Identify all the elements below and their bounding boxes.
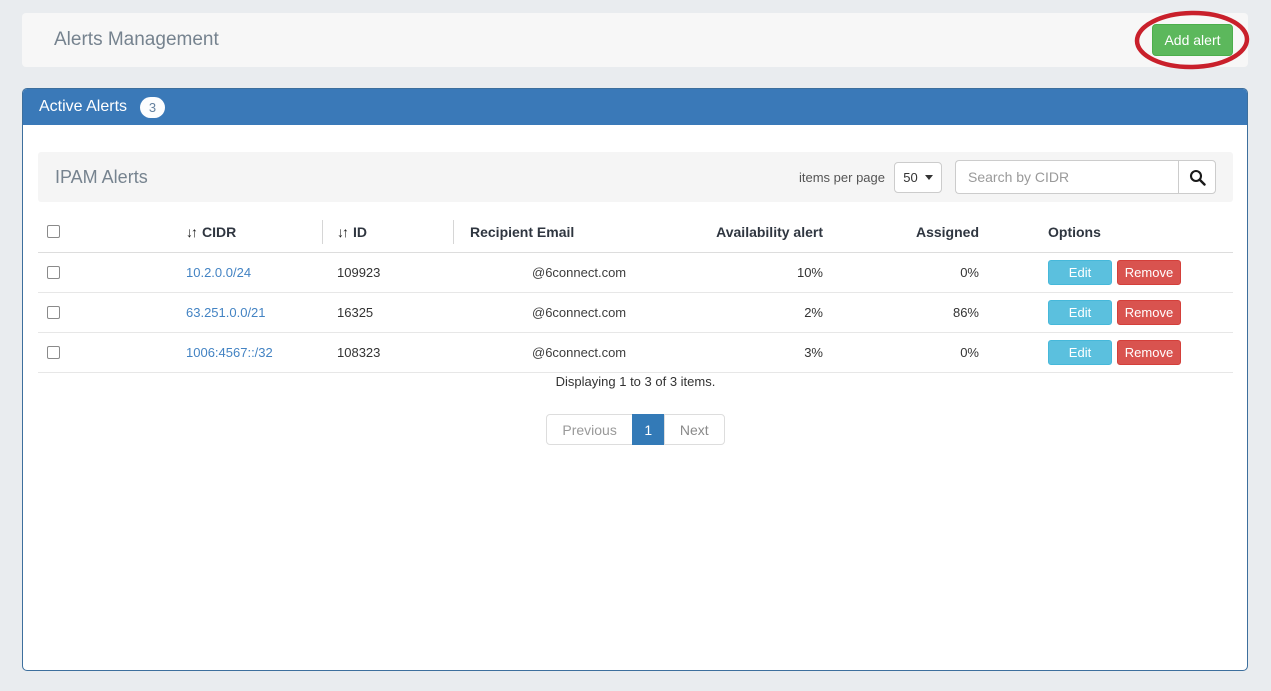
id-cell: 109923 — [337, 265, 381, 280]
email-cell: @6connect.com — [453, 265, 698, 281]
table-controls: items per page 50 — [799, 160, 1216, 194]
table-row: 10.2.0.0/24 109923 @6connect.com 10% 0% … — [38, 253, 1233, 293]
items-per-page-label: items per page — [799, 169, 885, 185]
cidr-link[interactable]: 1006:4567::/32 — [186, 345, 273, 360]
active-alerts-header: Active Alerts 3 — [23, 89, 1247, 125]
cidr-link[interactable]: 10.2.0.0/24 — [186, 265, 252, 280]
column-header-email: Recipient Email — [453, 219, 698, 244]
add-alert-button[interactable]: Add alert — [1152, 24, 1233, 56]
cidr-link[interactable]: 63.251.0.0/21 — [186, 305, 266, 320]
search-input[interactable] — [955, 160, 1178, 194]
page-header: Alerts Management Add alert — [22, 13, 1248, 67]
email-cell: @6connect.com — [453, 305, 698, 321]
search-group — [955, 160, 1216, 194]
edit-button[interactable]: Edit — [1048, 260, 1112, 285]
edit-button[interactable]: Edit — [1048, 340, 1112, 365]
redacted-email-user — [470, 266, 532, 281]
column-header-assigned: Assigned — [915, 223, 979, 240]
active-alerts-panel: Active Alerts 3 IPAM Alerts items per pa… — [22, 88, 1248, 671]
column-header-options: Options — [1048, 223, 1101, 240]
column-header-cidr[interactable]: ↓↑ CIDR — [186, 223, 237, 240]
row-checkbox[interactable] — [47, 266, 60, 279]
row-checkbox[interactable] — [47, 306, 60, 319]
page-title: Alerts Management — [54, 29, 219, 50]
table-row: 63.251.0.0/21 16325 @6connect.com 2% 86%… — [38, 293, 1233, 333]
row-checkbox[interactable] — [47, 346, 60, 359]
search-icon — [1189, 169, 1206, 186]
ipam-alerts-table: ↓↑ CIDR ↓↑ ID Recipient Email Availability… — [38, 211, 1233, 373]
pagination-next-button[interactable]: Next — [663, 414, 725, 445]
pagination: Previous 1 Next — [546, 414, 725, 445]
availability-cell: 3% — [804, 345, 823, 360]
items-per-page-select[interactable]: 50 — [894, 161, 942, 193]
items-per-page-value: 50 — [903, 169, 918, 185]
remove-button[interactable]: Remove — [1117, 260, 1181, 285]
assigned-cell: 0% — [960, 345, 979, 360]
sort-icon[interactable]: ↓↑ — [337, 223, 349, 240]
select-all-checkbox[interactable] — [47, 225, 60, 238]
availability-cell: 10% — [796, 265, 823, 280]
column-header-availability: Availability alert — [716, 223, 823, 240]
table-header-row: ↓↑ CIDR ↓↑ ID Recipient Email Availability… — [38, 211, 1233, 253]
availability-cell: 2% — [804, 305, 823, 320]
assigned-cell: 0% — [960, 265, 979, 280]
redacted-email-user — [470, 306, 532, 321]
column-divider — [322, 219, 323, 244]
column-divider — [453, 219, 454, 244]
id-cell: 16325 — [337, 305, 374, 320]
remove-button[interactable]: Remove — [1117, 340, 1181, 365]
table-row: 1006:4567::/32 108323 @6connect.com 3% 0… — [38, 333, 1233, 373]
results-summary: Displaying 1 to 3 of 3 items. — [555, 374, 716, 389]
chevron-down-icon — [924, 174, 933, 180]
email-cell: @6connect.com — [453, 345, 698, 361]
pagination-container: Previous 1 Next — [38, 414, 1233, 445]
sort-icon[interactable]: ↓↑ — [186, 223, 198, 240]
column-header-id[interactable]: ↓↑ ID — [322, 219, 453, 244]
active-alerts-title: Active Alerts — [39, 98, 128, 115]
edit-button[interactable]: Edit — [1048, 300, 1112, 325]
id-cell: 108323 — [337, 345, 381, 360]
assigned-cell: 86% — [952, 305, 979, 320]
ipam-alerts-toolbar: IPAM Alerts items per page 50 — [38, 152, 1233, 202]
pagination-previous-button[interactable]: Previous — [546, 414, 633, 445]
redacted-email-user — [470, 346, 532, 361]
remove-button[interactable]: Remove — [1117, 300, 1181, 325]
alert-count-badge: 3 — [140, 96, 166, 118]
pagination-page-1-button[interactable]: 1 — [631, 414, 665, 445]
ipam-alerts-title: IPAM Alerts — [55, 166, 148, 187]
search-button[interactable] — [1178, 160, 1216, 194]
